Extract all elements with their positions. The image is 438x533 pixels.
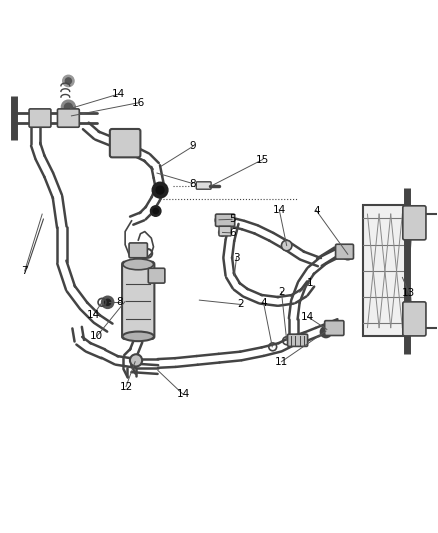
FancyBboxPatch shape (129, 243, 148, 258)
FancyBboxPatch shape (215, 214, 235, 227)
Text: 9: 9 (190, 141, 196, 151)
Circle shape (153, 208, 158, 214)
FancyBboxPatch shape (148, 268, 165, 283)
Text: 14: 14 (112, 89, 125, 99)
Text: 14: 14 (87, 310, 100, 319)
Circle shape (105, 299, 111, 305)
Text: 12: 12 (120, 382, 133, 392)
Circle shape (282, 240, 292, 251)
Text: 7: 7 (21, 266, 28, 276)
FancyBboxPatch shape (288, 334, 307, 346)
Text: 8: 8 (117, 297, 123, 308)
Text: 14: 14 (177, 390, 190, 399)
Ellipse shape (123, 259, 153, 270)
Text: 14: 14 (301, 312, 314, 322)
Text: 4: 4 (260, 298, 267, 308)
FancyBboxPatch shape (196, 182, 211, 189)
Text: 3: 3 (233, 253, 240, 263)
FancyBboxPatch shape (325, 321, 344, 335)
Text: 10: 10 (90, 332, 103, 341)
Text: 1: 1 (307, 278, 313, 288)
Ellipse shape (123, 332, 154, 341)
Text: 15: 15 (256, 155, 269, 165)
Circle shape (65, 78, 71, 84)
FancyBboxPatch shape (219, 227, 231, 236)
Circle shape (150, 206, 161, 216)
FancyBboxPatch shape (403, 302, 426, 336)
Circle shape (219, 229, 226, 236)
Text: 16: 16 (131, 98, 145, 108)
Text: 2: 2 (237, 300, 244, 310)
Circle shape (61, 100, 75, 114)
Circle shape (156, 186, 164, 194)
Text: 11: 11 (275, 357, 288, 367)
Text: 6: 6 (229, 228, 235, 238)
Circle shape (130, 354, 142, 367)
Circle shape (63, 75, 74, 87)
FancyBboxPatch shape (336, 244, 353, 259)
Circle shape (64, 103, 72, 111)
FancyBboxPatch shape (403, 206, 426, 240)
Text: 8: 8 (190, 179, 196, 189)
FancyBboxPatch shape (29, 109, 51, 127)
Bar (363, 205, 407, 336)
Circle shape (152, 182, 168, 198)
FancyBboxPatch shape (110, 129, 141, 157)
Text: 4: 4 (313, 206, 320, 216)
Text: 14: 14 (272, 205, 286, 215)
Text: 2: 2 (278, 287, 285, 297)
Circle shape (215, 215, 225, 225)
Circle shape (102, 296, 114, 309)
FancyBboxPatch shape (57, 109, 79, 127)
FancyBboxPatch shape (122, 262, 154, 339)
Text: 5: 5 (229, 214, 235, 224)
Circle shape (320, 326, 332, 338)
Text: 13: 13 (402, 288, 416, 298)
